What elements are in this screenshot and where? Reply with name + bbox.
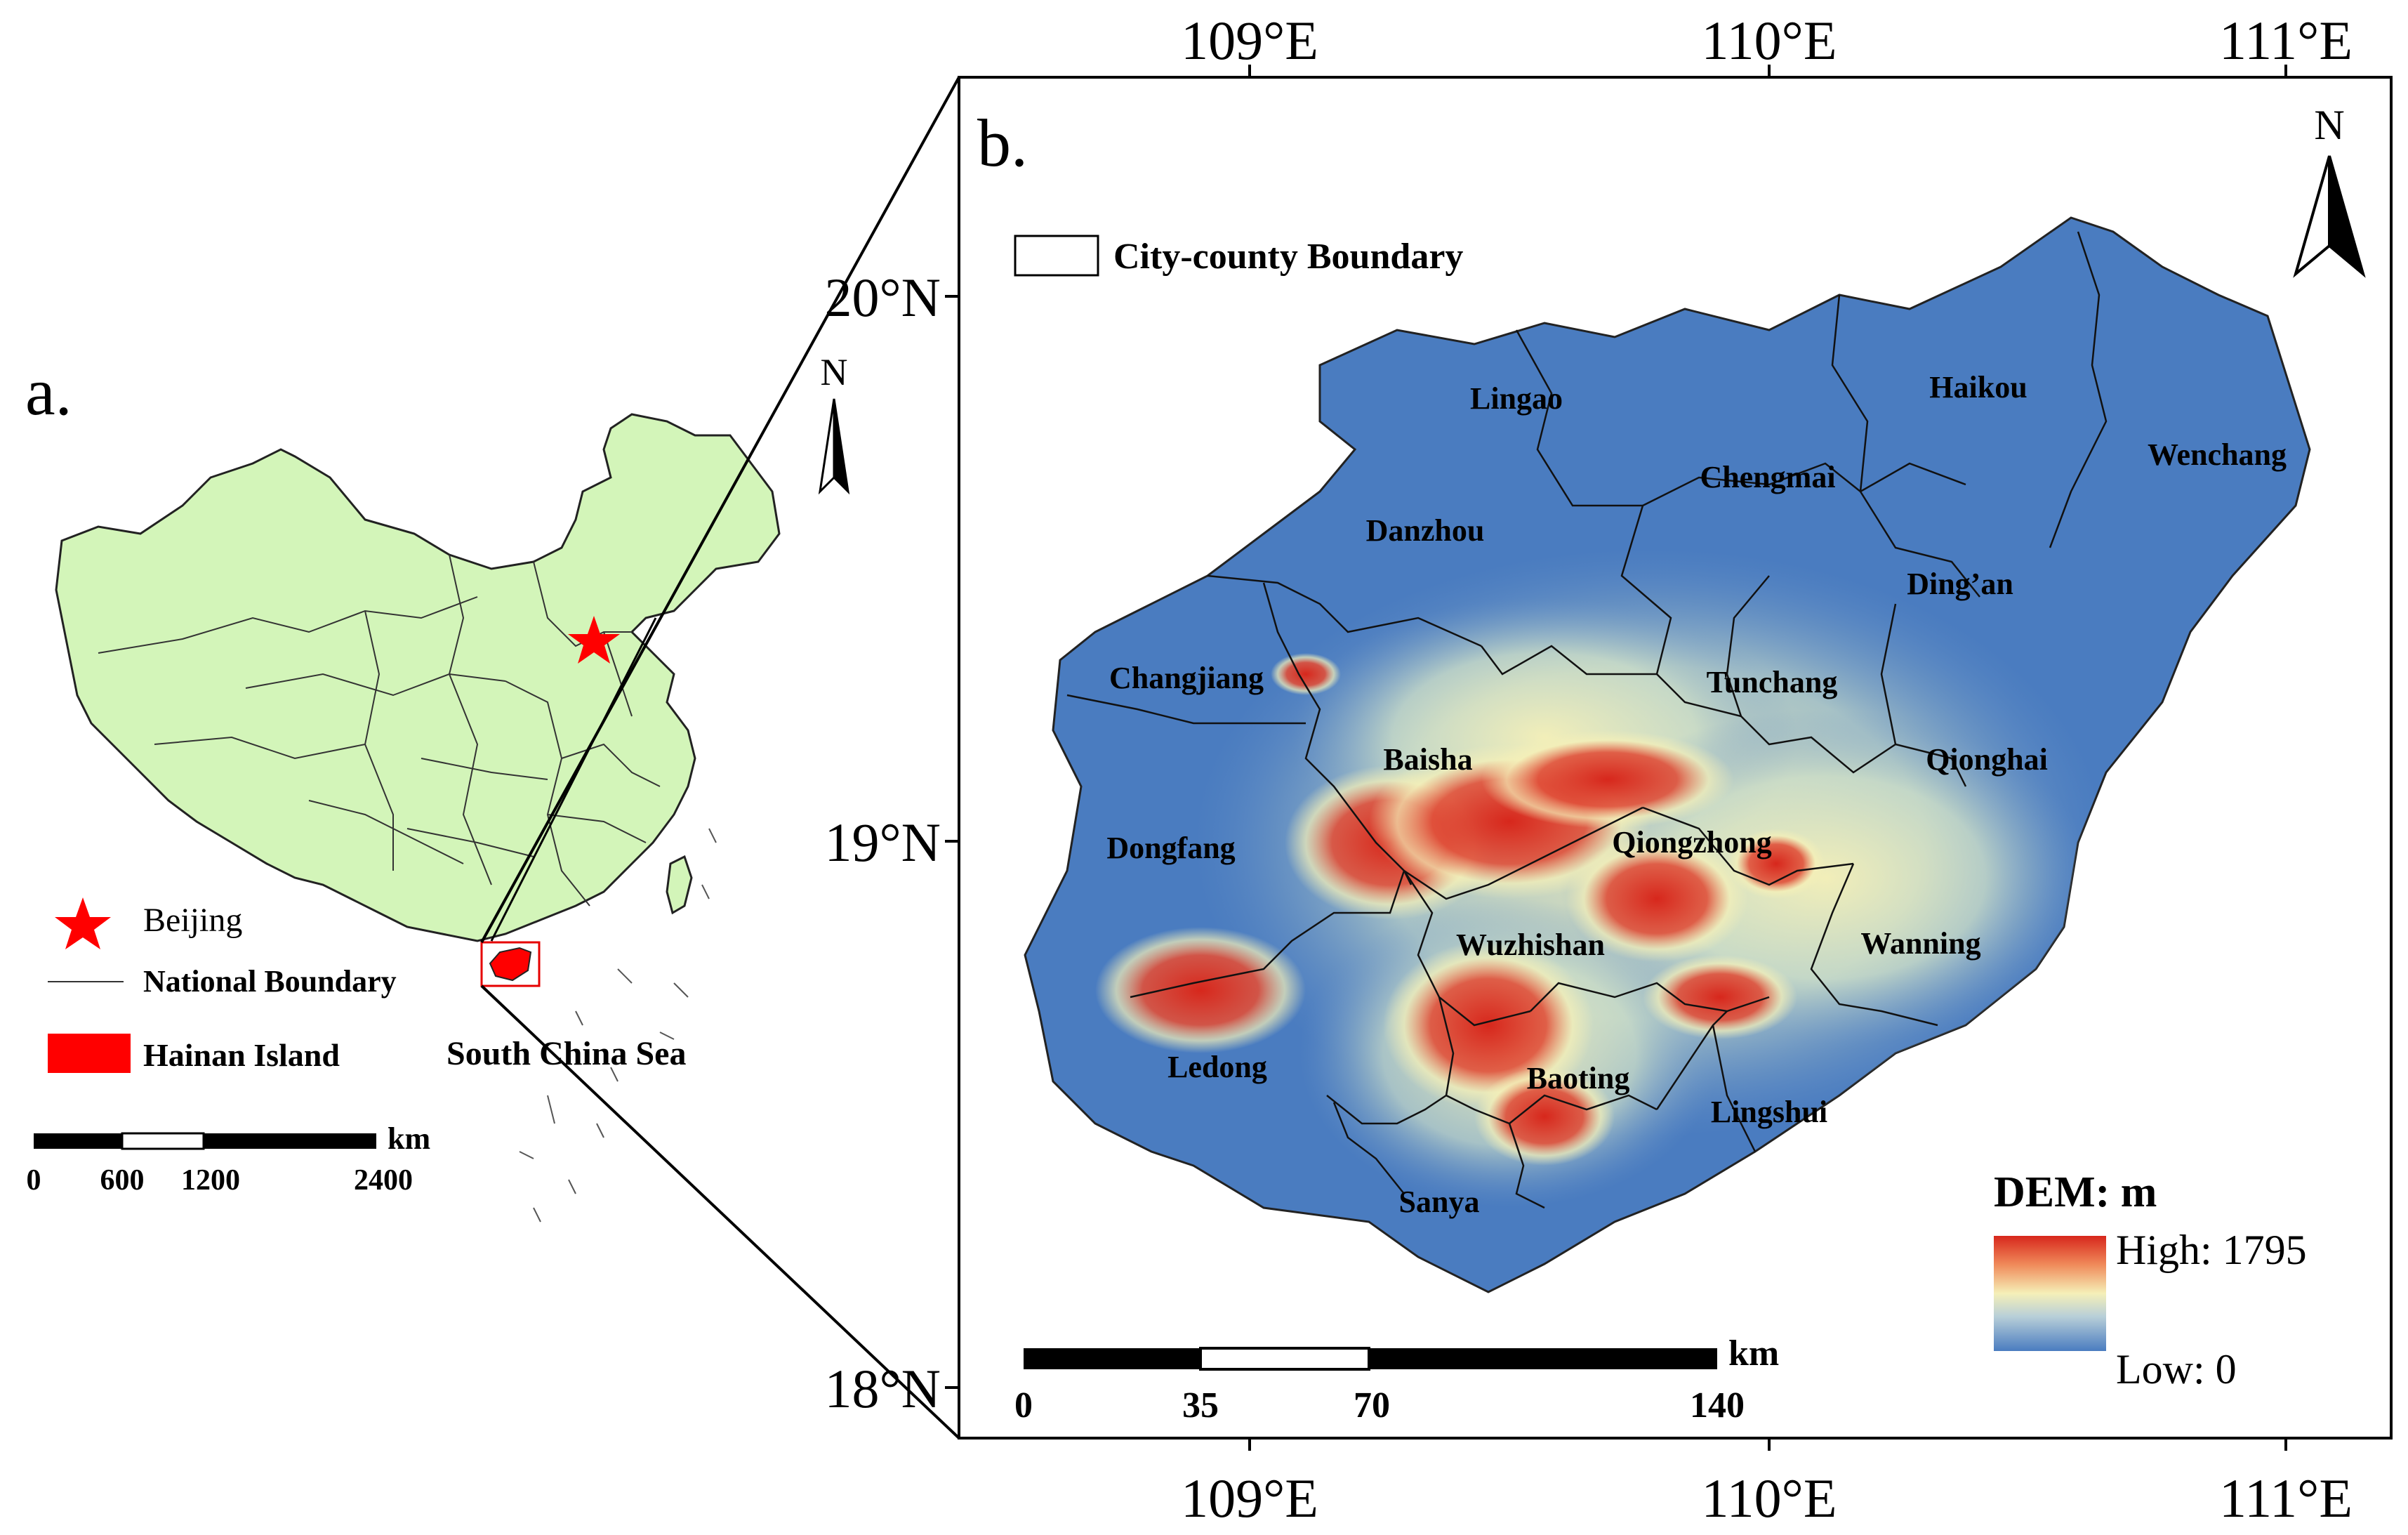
city-label: Lingshui [1711,1095,1827,1129]
scalebar-b: km 0 35 70 140 [1014,1333,1779,1425]
svg-text:2400: 2400 [354,1164,413,1197]
city-label: Wuzhishan [1456,928,1605,962]
connector-lines [480,77,960,1440]
svg-text:1200: 1200 [181,1164,240,1197]
svg-text:111°E: 111°E [2219,10,2353,71]
city-label: Ledong [1167,1050,1267,1084]
legend-island-swatch [48,1034,131,1073]
hainan-mini [489,947,532,982]
city-label: Ding’an [1907,567,2013,601]
north-arrow-b: N [2293,102,2366,278]
svg-text:0: 0 [27,1164,41,1197]
bottom-longitude-labels: 109°E 110°E 111°E [1181,1468,2353,1529]
city-label: Qionghai [1926,742,2048,777]
legend-island-text: Hainan Island [143,1037,340,1073]
north-arrow-a: N [818,351,850,495]
svg-text:110°E: 110°E [1702,10,1837,71]
city-label: Changjiang [1109,661,1264,695]
svg-text:70: 70 [1354,1385,1390,1425]
svg-text:DEM: m: DEM: m [1994,1168,2157,1216]
panel-a: a. [25,351,850,1223]
svg-text:18°N: 18°N [824,1358,941,1419]
legend-star-icon [55,897,111,949]
svg-text:N: N [2314,102,2344,148]
svg-text:Low: 0: Low: 0 [2116,1346,2237,1392]
dem-legend: DEM: m High: 1795 Low: 0 [1994,1168,2307,1392]
city-label: Lingao [1470,381,1563,416]
connector-inner [490,617,657,942]
svg-text:km: km [1728,1333,1779,1373]
graticule-ticks [945,65,2287,1451]
city-label: Wanning [1860,926,1980,961]
city-label: Tunchang [1707,665,1838,699]
svg-text:City-county Boundary: City-county Boundary [1113,237,1463,277]
city-label: Danzhou [1366,513,1485,548]
hainan-inset-box [480,941,541,987]
svg-text:35: 35 [1182,1385,1219,1425]
svg-text:600: 600 [100,1164,145,1197]
legend-boundary-text: National Boundary [143,964,397,999]
county-boundaries [1066,231,2108,1209]
province-boundaries [98,554,661,907]
latitude-labels: 20°N 19°N 18°N [824,267,941,1419]
china-landmass [55,413,781,942]
svg-text:111°E: 111°E [2219,1468,2353,1529]
top-longitude-labels: 109°E 110°E 111°E [1181,10,2353,71]
city-label: Chengmai [1700,460,1835,494]
legend-beijing-text: Beijing [143,902,242,939]
svg-text:0: 0 [1014,1385,1033,1425]
panel-b-label: b. [977,105,1028,180]
scalebar-a: km 0 600 1200 2400 [27,1121,431,1197]
panel-b: b. [824,10,2393,1529]
city-label: Wenchang [2148,437,2287,472]
city-label: Baisha [1383,742,1472,777]
svg-text:140: 140 [1690,1385,1745,1425]
city-label: Dongfang [1106,831,1235,865]
city-labels: Lingao Haikou Chengmai Wenchang Danzhou … [1106,370,2287,1219]
panel-a-label: a. [25,354,72,429]
legend-a: Beijing National Boundary Hainan Island [48,897,397,1073]
beijing-star-marker [568,616,620,664]
svg-text:109°E: 109°E [1181,1468,1318,1529]
hainan-dem [1024,216,2311,1293]
city-label: Haikou [1929,370,2027,404]
city-label: Qiongzhong [1612,825,1771,859]
svg-text:19°N: 19°N [824,812,941,873]
svg-text:High: 1795: High: 1795 [2116,1227,2307,1273]
scs-islands [519,828,717,1223]
svg-text:N: N [821,351,848,393]
svg-text:110°E: 110°E [1702,1468,1837,1529]
legend-b-boundary: City-county Boundary [1014,235,1463,277]
svg-text:km: km [388,1121,430,1156]
taiwan-landmass [666,855,693,915]
svg-text:20°N: 20°N [824,267,941,328]
svg-text:109°E: 109°E [1181,10,1318,71]
city-label: Sanya [1399,1185,1480,1219]
city-label: Baoting [1527,1061,1630,1095]
